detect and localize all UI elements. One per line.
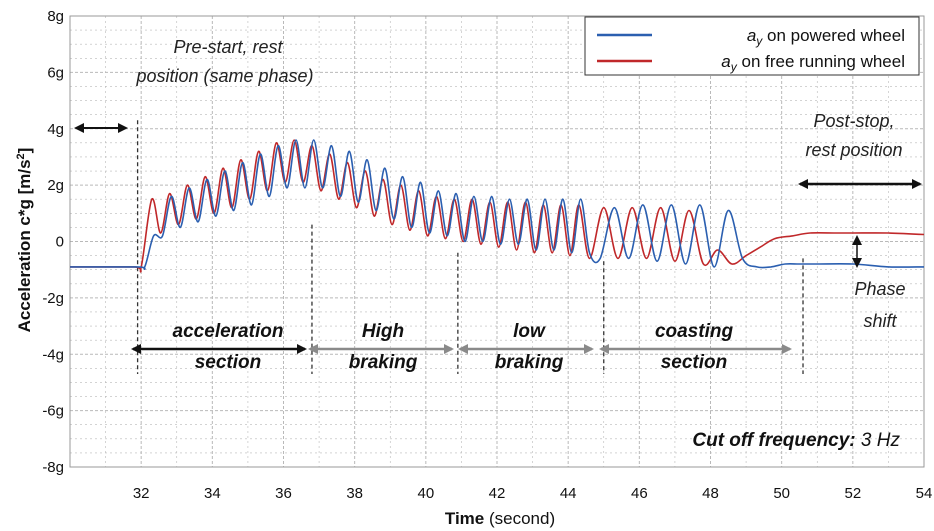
y-tick-label: 8g (47, 8, 64, 25)
y-tick-label: -8g (42, 459, 64, 476)
annotations: Pre-start, rest position (same phase) Po… (135, 37, 905, 451)
high-braking-label-2: braking (349, 352, 418, 373)
phase-markers (136, 120, 804, 374)
legend-box (584, 16, 920, 76)
plot-frame (69, 15, 925, 468)
y-tick-label: 2g (47, 177, 64, 194)
x-tick-label: 48 (702, 485, 719, 502)
legend-label-powered: ay on powered wheel (747, 26, 905, 48)
low-braking-label-2: braking (495, 352, 564, 373)
coasting-label-1: coasting (655, 321, 734, 342)
legend: ay on powered wheel ay on free running w… (584, 16, 920, 76)
x-tick-label: 38 (346, 485, 363, 502)
prestart-line1: Pre-start, rest (173, 37, 283, 57)
x-tick-label: 50 (773, 485, 790, 502)
series-line-powered (69, 139, 925, 270)
legend-label-free: ay on free running wheel (721, 52, 905, 74)
series-lines (69, 139, 925, 273)
prestart-line2: position (same phase) (135, 66, 313, 86)
x-axis-title: Time (second) (445, 509, 555, 528)
acceleration-label-1: acceleration (173, 321, 284, 342)
high-braking-label-1: High (362, 321, 404, 342)
phase-shift-line1: Phase (854, 279, 905, 299)
x-tick-label: 42 (489, 485, 506, 502)
x-tick-label: 40 (417, 485, 434, 502)
x-tick-label: 32 (133, 485, 150, 502)
x-tick-label: 34 (204, 485, 221, 502)
arrows (74, 123, 922, 354)
y-tick-label: 0 (56, 234, 64, 251)
grid (69, 15, 925, 468)
y-tick-label: -4g (42, 346, 64, 363)
x-tick-label: 54 (916, 485, 933, 502)
x-tick-label: 36 (275, 485, 292, 502)
series-line-free (69, 139, 925, 273)
y-tick-label: -6g (42, 403, 64, 420)
poststop-line2: rest position (805, 140, 902, 160)
cutoff-frequency: Cut off frequency: 3 Hz (692, 430, 900, 451)
acceleration-label-2: section (195, 352, 262, 373)
poststop-line1: Post-stop, (813, 111, 894, 131)
y-tick-labels: 8g 6g 4g 2g 0 -2g -4g -6g -8g (42, 8, 64, 476)
coasting-label-2: section (661, 352, 728, 373)
y-axis-title: Acceleration c*g [m/s2] (15, 148, 34, 333)
y-tick-label: 6g (47, 64, 64, 81)
x-tick-label: 52 (844, 485, 861, 502)
y-tick-label: -2g (42, 290, 64, 307)
x-tick-labels: 32 34 36 38 40 42 44 46 48 50 52 54 (133, 485, 933, 502)
x-tick-label: 44 (560, 485, 577, 502)
x-tick-label: 46 (631, 485, 648, 502)
low-braking-label-1: low (513, 321, 546, 342)
phase-shift-line2: shift (863, 311, 897, 331)
y-tick-label: 4g (47, 121, 64, 138)
